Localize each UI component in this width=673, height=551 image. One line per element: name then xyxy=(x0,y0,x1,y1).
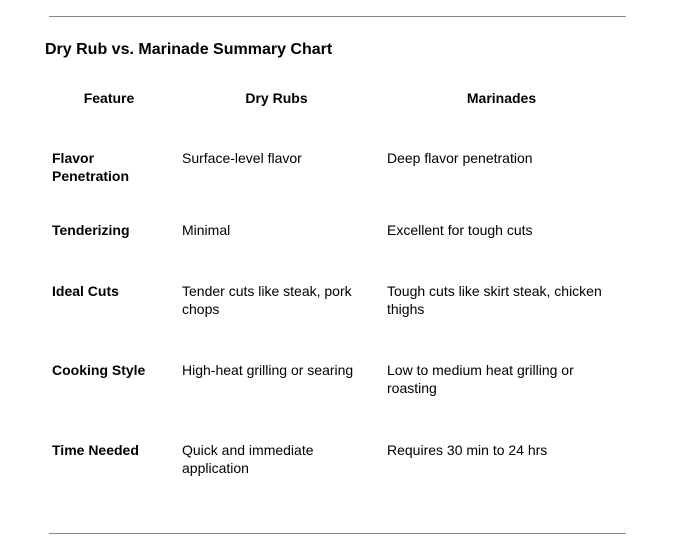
table-row: Flavor Penetration Surface-level flavor … xyxy=(44,132,624,219)
feature-cell: Tenderizing xyxy=(52,222,130,238)
dry-rub-cell: Tender cuts like steak, pork chops xyxy=(182,283,352,317)
bottom-divider xyxy=(49,533,626,534)
table-row: Time Needed Quick and immediate applicat… xyxy=(44,439,624,499)
header-feature: Feature xyxy=(83,90,135,106)
marinade-cell: Tough cuts like skirt steak, chicken thi… xyxy=(387,283,602,317)
marinade-cell: Requires 30 min to 24 hrs xyxy=(387,442,548,458)
dry-rub-cell: Minimal xyxy=(182,222,231,238)
feature-cell: Flavor Penetration xyxy=(52,150,130,184)
dry-rub-cell: Quick and immediate application xyxy=(182,442,314,476)
marinade-cell: Excellent for tough cuts xyxy=(387,222,533,238)
header-marinades: Marinades xyxy=(466,90,537,106)
feature-cell: Ideal Cuts xyxy=(52,283,119,299)
top-divider xyxy=(49,16,626,17)
marinade-cell: Deep flavor penetration xyxy=(387,150,533,166)
table-row: Cooking Style High-heat grilling or sear… xyxy=(44,359,624,439)
dry-rub-cell: Surface-level flavor xyxy=(182,150,302,166)
dry-rub-cell: High-heat grilling or searing xyxy=(182,362,354,378)
page-title: Dry Rub vs. Marinade Summary Chart xyxy=(45,41,333,58)
header-dry-rubs: Dry Rubs xyxy=(245,90,308,106)
feature-cell: Cooking Style xyxy=(52,362,146,378)
table-row: Ideal Cuts Tender cuts like steak, pork … xyxy=(44,280,624,359)
feature-cell: Time Needed xyxy=(52,442,139,458)
marinade-cell: Low to medium heat grilling or roasting xyxy=(387,362,574,396)
table-row: Tenderizing Minimal Excellent for tough … xyxy=(44,219,624,280)
table-header-row: Feature Dry Rubs Marinades xyxy=(44,80,624,132)
comparison-table: Feature Dry Rubs Marinades Flavor Penetr… xyxy=(44,80,624,499)
